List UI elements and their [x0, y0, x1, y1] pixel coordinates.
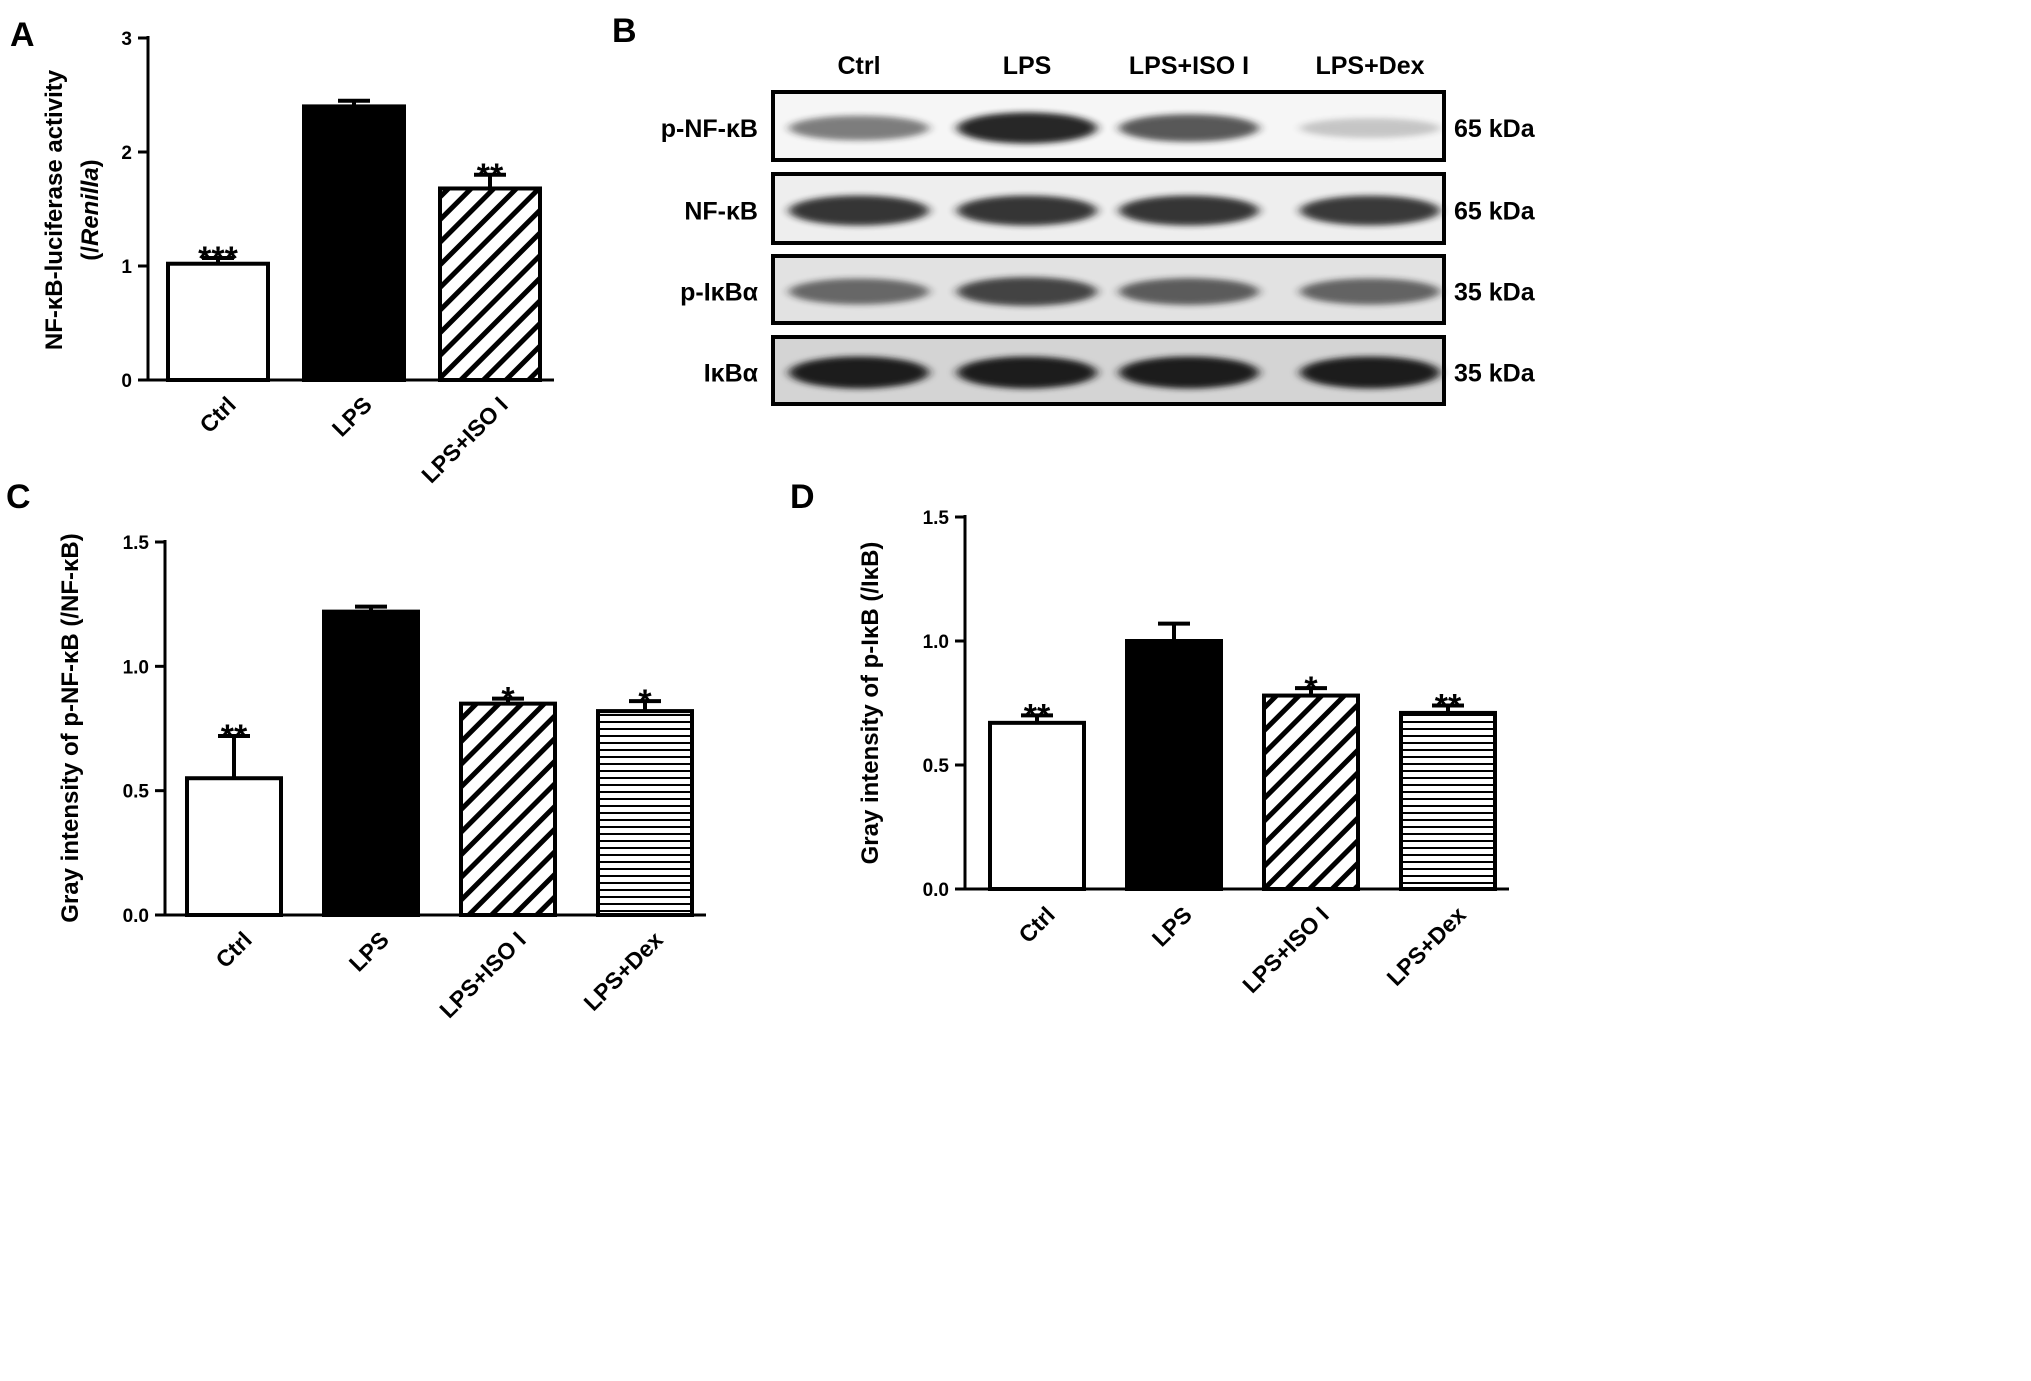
chart-c-category-label-lps-dex: LPS+Dex — [578, 926, 667, 1015]
chart-a-bar-lps — [302, 104, 406, 383]
chart-c-y-tick-label: 0.5 — [123, 782, 150, 803]
blot-row-nf-b-band-lps-iso-i — [1119, 195, 1259, 226]
chart-d-significance-ctrl: ** — [1024, 697, 1051, 735]
chart-panel-c: ** Ctrl LPS * LPS+ISO I * LPS+Dex 0.0 0.5 1.0 1.5 G… — [57, 533, 706, 1023]
chart-a-category-label-lps-iso-i: LPS+ISO I — [416, 391, 513, 488]
western-blot-panel-b: Ctrl LPS LPS+ISO I LPS+Dex p-NF-κB 65 kDa NF-κ… — [661, 52, 1536, 406]
chart-d-bar-lps-iso-i — [1262, 693, 1360, 891]
blot-column-label-ctrl: Ctrl — [837, 52, 880, 80]
chart-c-bar-lps-iso-i — [459, 701, 557, 918]
blot-row-p-i-b-band-lps — [957, 277, 1097, 306]
figure: A B C D ***Ctrl LPS**LPS+ISO I0123NF-κB-l… — [6, 12, 1536, 1023]
chart-panel-d: ** Ctrl LPS * LPS+ISO I ** LPS+Dex 0.0 0.5 1.0 1.5… — [857, 508, 1509, 998]
blot-row-p-nf-b-band-lps-iso-i — [1119, 114, 1259, 142]
chart-c-category-label-lps: LPS — [344, 926, 394, 976]
chart-d-category-label-lps-dex: LPS+Dex — [1381, 901, 1470, 990]
chart-c-bar-lps — [322, 609, 420, 917]
blot-row-p-nf-b-label: p-NF-κB — [661, 115, 758, 143]
blot-row-p-i-b-band-ctrl — [789, 278, 929, 305]
blot-row-i-b-size: 35 kDa — [1454, 360, 1536, 388]
blot-row-p-i-b-band-lps-dex — [1300, 278, 1440, 305]
chart-c-y-tick-label: 1.5 — [123, 533, 150, 554]
panel-letter-b: B — [612, 12, 637, 50]
chart-d-bar-lps-dex — [1399, 710, 1497, 891]
panel-letter-a: A — [10, 16, 35, 54]
chart-d-significance-lps-iso-i: * — [1304, 670, 1318, 708]
chart-d-y-tick-label: 0.5 — [923, 756, 950, 777]
chart-a-significance-lps-iso-i: ** — [477, 157, 504, 195]
chart-d-y-axis-title: Gray intensity of p-IκB (/IκB) — [857, 542, 884, 865]
chart-c-category-label-ctrl: Ctrl — [210, 926, 256, 972]
chart-a-y-tick-label: 0 — [121, 371, 132, 392]
blot-row-nf-b-label: NF-κB — [684, 198, 758, 226]
chart-a-category-label-lps: LPS — [327, 391, 377, 441]
blot-row-nf-b-band-lps — [957, 195, 1097, 226]
chart-d-y-tick-label: 1.5 — [923, 508, 950, 529]
chart-c-significance-lps-dex: * — [638, 683, 652, 721]
blot-row-nf-b-band-lps-dex — [1300, 195, 1440, 226]
blot-row-nf-b-size: 65 kDa — [1454, 198, 1536, 226]
blot-row-nf-b-band-ctrl — [789, 195, 929, 226]
panel-letter-c: C — [6, 478, 31, 516]
blot-row-i-b-band-lps — [957, 356, 1097, 389]
chart-a-y-axis-title: NF-κB-luciferase activity — [41, 69, 68, 350]
panel-letter-d: D — [790, 478, 815, 516]
blot-row-i-b-band-lps-iso-i — [1119, 356, 1259, 389]
chart-d-bar-ctrl — [988, 720, 1086, 892]
chart-a-bar-ctrl — [166, 261, 270, 382]
blot-row-p-i-b-label: p-IκBα — [680, 279, 759, 307]
chart-c-y-tick-label: 1.0 — [123, 657, 149, 678]
chart-d-bar-lps — [1125, 639, 1223, 891]
chart-c-significance-ctrl: ** — [221, 718, 248, 756]
chart-d-significance-lps-dex: ** — [1435, 687, 1462, 725]
chart-d-category-label-lps: LPS — [1147, 901, 1197, 951]
blot-row-i-b-band-ctrl — [789, 356, 929, 389]
chart-a-y-tick-label: 3 — [121, 29, 132, 50]
chart-d-category-label-ctrl: Ctrl — [1013, 901, 1059, 947]
chart-c-y-tick-label: 0.0 — [123, 906, 149, 927]
blot-row-p-nf-b-band-lps-dex — [1300, 118, 1440, 138]
blot-column-label-lps: LPS — [1003, 52, 1052, 80]
chart-c-bar-ctrl — [185, 776, 283, 917]
chart-d-category-label-lps-iso-i: LPS+ISO I — [1237, 901, 1334, 998]
chart-a-bar-lps-iso-i — [438, 186, 542, 382]
blot-row-p-nf-b-size: 65 kDa — [1454, 115, 1536, 143]
blot-row-p-nf-b-band-lps — [957, 112, 1097, 144]
chart-c-category-label-lps-iso-i: LPS+ISO I — [434, 926, 531, 1023]
chart-c-bar-lps-dex — [596, 709, 694, 917]
chart-d-y-tick-label: 1.0 — [923, 632, 949, 653]
chart-a-y-tick-label: 2 — [121, 143, 132, 164]
chart-panel-a: *** Ctrl LPS ** LPS+ISO I 0 1 2 3 NF-κB-luciferas… — [41, 29, 554, 488]
chart-a-significance-ctrl: *** — [198, 240, 238, 278]
blot-row-i-b-label: IκBα — [704, 360, 759, 388]
chart-c-y-axis-title: Gray intensity of p-NF-κB (/NF-κB) — [57, 533, 84, 922]
chart-a-y-axis-title: (/Renilla) — [77, 159, 104, 260]
blot-row-p-nf-b-band-ctrl — [789, 115, 929, 141]
chart-c-significance-lps-iso-i: * — [501, 681, 515, 719]
chart-a-category-label-ctrl: Ctrl — [194, 391, 240, 437]
blot-row-p-i-b-band-lps-iso-i — [1119, 278, 1259, 305]
chart-a-y-tick-label: 1 — [121, 257, 132, 278]
blot-row-p-i-b-size: 35 kDa — [1454, 279, 1536, 307]
chart-d-y-tick-label: 0.0 — [923, 880, 949, 901]
blot-row-i-b-band-lps-dex — [1300, 356, 1440, 389]
blot-column-label-lps-dex: LPS+Dex — [1315, 52, 1424, 80]
blot-column-label-lps-iso-i: LPS+ISO I — [1129, 52, 1249, 80]
